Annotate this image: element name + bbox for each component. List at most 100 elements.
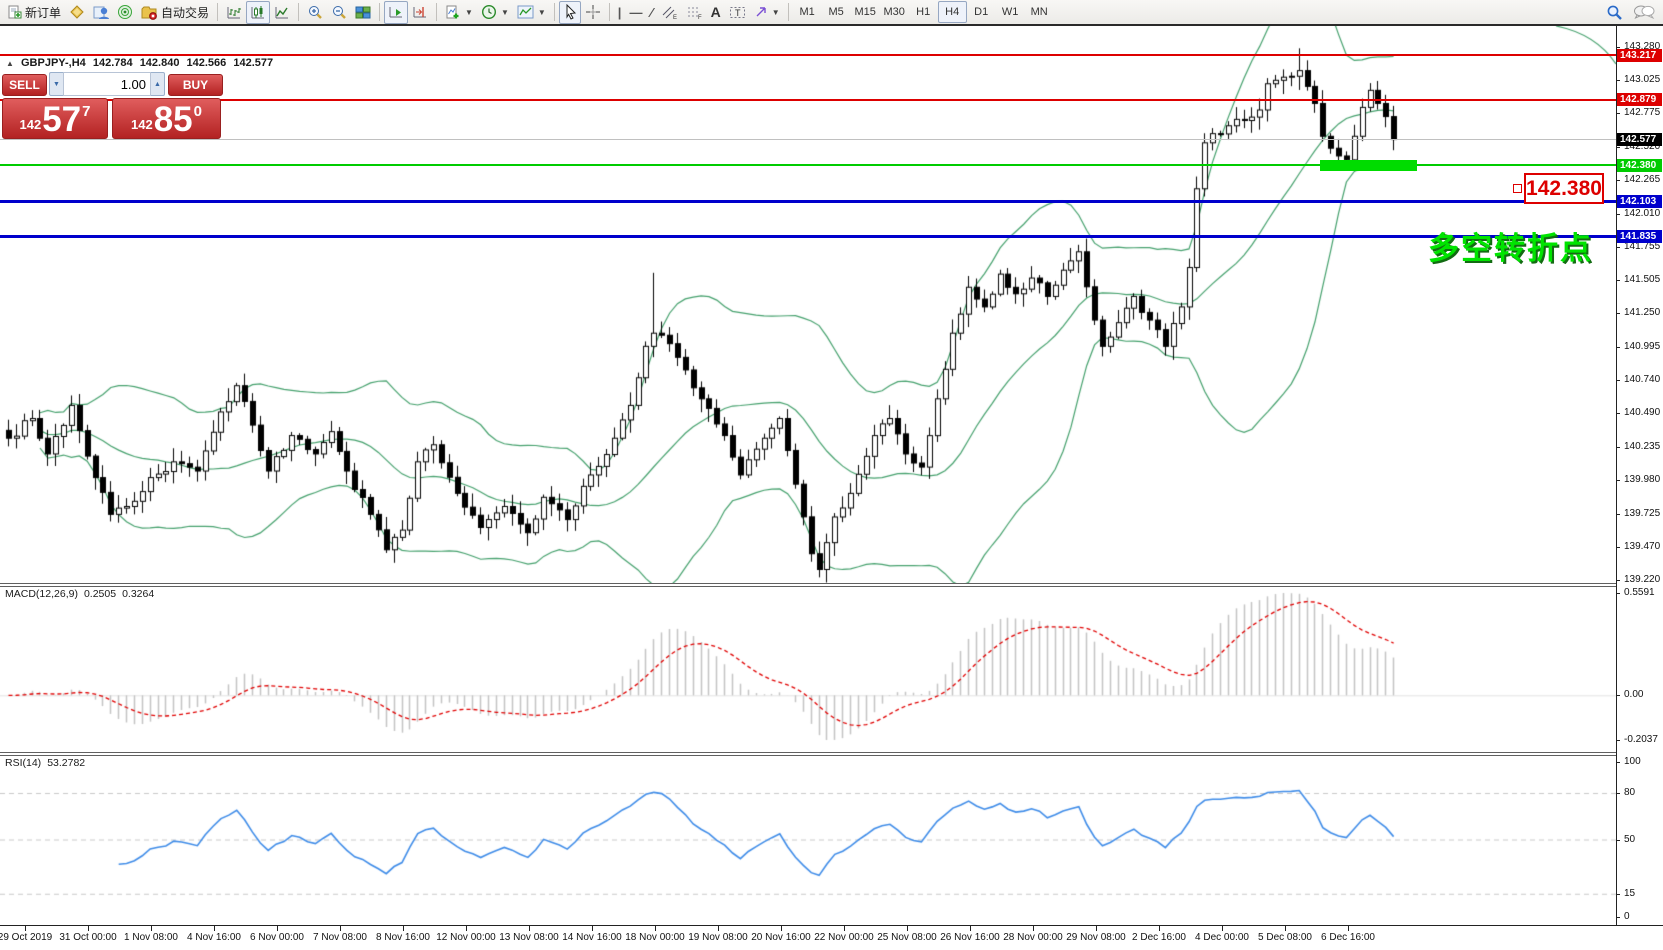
time-axis[interactable]: 29 Oct 2019 31 Oct 00:00 1 Nov 08:00 4 Nov … [0, 925, 1663, 950]
volume-input[interactable] [63, 72, 151, 96]
line-chart-button[interactable] [270, 1, 294, 24]
new-order-button[interactable]: 新订单 [3, 1, 65, 24]
timeframe-button-m1[interactable]: M1 [799, 6, 815, 18]
vertical-line-tool-button[interactable]: | [614, 1, 626, 24]
market-watch-icon [70, 5, 84, 19]
axis-tick [1617, 247, 1620, 249]
macd-axis-label: -0.2037 [1624, 734, 1658, 745]
macd-value-main: 0.2505 [83, 588, 117, 600]
time-axis-label: 20 Nov 16:00 [751, 932, 811, 943]
price-tick-label: 142.520 [1624, 140, 1661, 152]
sell-price-display[interactable]: 142 57 7 [2, 98, 108, 139]
chat-icon[interactable] [1633, 4, 1655, 20]
collapse-icon[interactable]: ▲ [6, 59, 14, 68]
time-axis-label: 6 Nov 00:00 [250, 932, 304, 943]
horizontal-line-tool-button[interactable]: — [625, 1, 646, 24]
timeframe-button-m30[interactable]: M30 [883, 6, 905, 18]
toolbar-right-group [1606, 4, 1655, 21]
chart-plot-area[interactable]: ▲ GBPJPY-,H4 142.784 142.840 142.566 142… [0, 26, 1616, 925]
chart-shift-button[interactable] [408, 1, 432, 24]
new-order-label: 新订单 [25, 5, 62, 20]
indicators-button[interactable]: ▼ [441, 1, 477, 24]
macd-value-signal: 0.3264 [122, 588, 155, 600]
price-tick-label: 141.505 [1624, 274, 1661, 286]
timeframe-button-h1[interactable]: H1 [916, 6, 931, 18]
text-label-tool-button[interactable]: T [725, 1, 750, 24]
price-tick-label: 140.235 [1624, 440, 1661, 452]
current-price-tag: 142.577 [1617, 132, 1662, 146]
autotrading-button[interactable]: 自动交易 [137, 1, 213, 24]
callout-anchor[interactable] [1513, 184, 1522, 193]
timeframe-button-d1[interactable]: D1 [974, 6, 989, 18]
toolbar-separator [608, 3, 610, 21]
crosshair-icon [585, 5, 600, 19]
buy-price-display[interactable]: 142 85 0 [112, 98, 221, 139]
zoom-out-button[interactable] [327, 1, 351, 24]
time-axis-label: 25 Nov 08:00 [877, 932, 937, 943]
timeframe-button-m15[interactable]: M15 [854, 6, 876, 18]
dropdown-caret: ▼ [500, 7, 509, 17]
text-tool-button[interactable]: A [707, 1, 725, 24]
cursor-button[interactable] [558, 0, 581, 24]
channel-tool-button[interactable]: E [657, 1, 682, 24]
rsi-axis-label: 100 [1624, 756, 1641, 767]
time-axis-label: 28 Nov 00:00 [1003, 932, 1063, 943]
price-tick-label: 139.220 [1624, 573, 1661, 585]
one-click-trading-panel: SELL ▼ ▲ BUY 142 57 7 142 85 0 [2, 72, 223, 139]
time-axis-tick [654, 926, 656, 931]
bar-chart-button[interactable] [222, 1, 246, 24]
macd-label: MACD(12,26,9) [5, 588, 78, 600]
axis-tick [1617, 579, 1620, 581]
equidistant-channel-icon: E [662, 6, 677, 20]
macd-canvas[interactable] [0, 585, 1616, 752]
search-icon[interactable] [1606, 4, 1623, 21]
svg-text:E: E [673, 15, 677, 20]
time-axis-tick [1284, 926, 1286, 931]
volume-decrease-button[interactable]: ▼ [53, 80, 60, 88]
bar-chart-icon [227, 6, 242, 18]
fibonacci-tool-button[interactable]: F [682, 1, 707, 24]
data-window-button[interactable] [89, 1, 113, 24]
periods-button[interactable]: ▼ [477, 1, 513, 24]
trendline-tool-button[interactable]: ∕ [646, 1, 656, 24]
price-scale[interactable]: 143.280 143.025 142.775 142.520 142.265 142.0… [1617, 26, 1663, 925]
fibonacci-icon: F [687, 7, 702, 20]
timeframe-button-h4[interactable]: H4 [937, 1, 967, 23]
time-axis-label: 4 Nov 16:00 [187, 932, 241, 943]
buy-price-big-figure: 142 [131, 117, 153, 132]
candlestick-chart-button[interactable] [246, 0, 271, 24]
chart-title: ▲ GBPJPY-,H4 142.784 142.840 142.566 142… [6, 57, 277, 69]
arrows-tool-button[interactable]: ▼ [750, 1, 784, 24]
auto-scroll-button[interactable] [384, 0, 409, 24]
templates-button[interactable]: ▼ [513, 1, 550, 24]
time-axis-tick [1347, 926, 1349, 931]
tile-windows-button[interactable] [351, 1, 375, 24]
timeframe-button-mn[interactable]: MN [1030, 6, 1048, 18]
timeframe-button-w1[interactable]: W1 [1001, 6, 1019, 18]
time-axis-label: 5 Dec 08:00 [1258, 932, 1312, 943]
turning-point-annotation[interactable]: 多空转折点 [1428, 231, 1593, 266]
market-watch-button[interactable] [65, 1, 89, 24]
zoom-in-button[interactable] [303, 1, 327, 24]
time-axis-tick [339, 926, 341, 931]
time-axis-tick [24, 926, 26, 931]
svg-text:F: F [698, 15, 702, 20]
timeframe-button-m5[interactable]: M5 [828, 6, 844, 18]
rsi-axis-label: 80 [1624, 787, 1636, 798]
sell-button[interactable]: SELL [2, 74, 47, 96]
axis-tick [1617, 446, 1620, 448]
main-chart-canvas[interactable] [0, 26, 1616, 583]
price-tick-label: 143.025 [1624, 74, 1661, 86]
navigator-button[interactable] [113, 1, 137, 24]
price-level-callout[interactable]: 142.380 [1524, 173, 1604, 204]
rsi-canvas[interactable] [0, 754, 1616, 925]
volume-increase-button[interactable]: ▲ [154, 80, 161, 88]
ohlc-open: 142.784 [92, 57, 133, 69]
price-tick-label: 142.775 [1624, 107, 1661, 119]
buy-button[interactable]: BUY [168, 74, 223, 96]
macd-axis-label: 0.5591 [1624, 587, 1655, 598]
cursor-icon [566, 4, 576, 20]
axis-tick [1617, 213, 1620, 215]
axis-tick [1617, 413, 1620, 415]
crosshair-button[interactable] [581, 1, 605, 24]
